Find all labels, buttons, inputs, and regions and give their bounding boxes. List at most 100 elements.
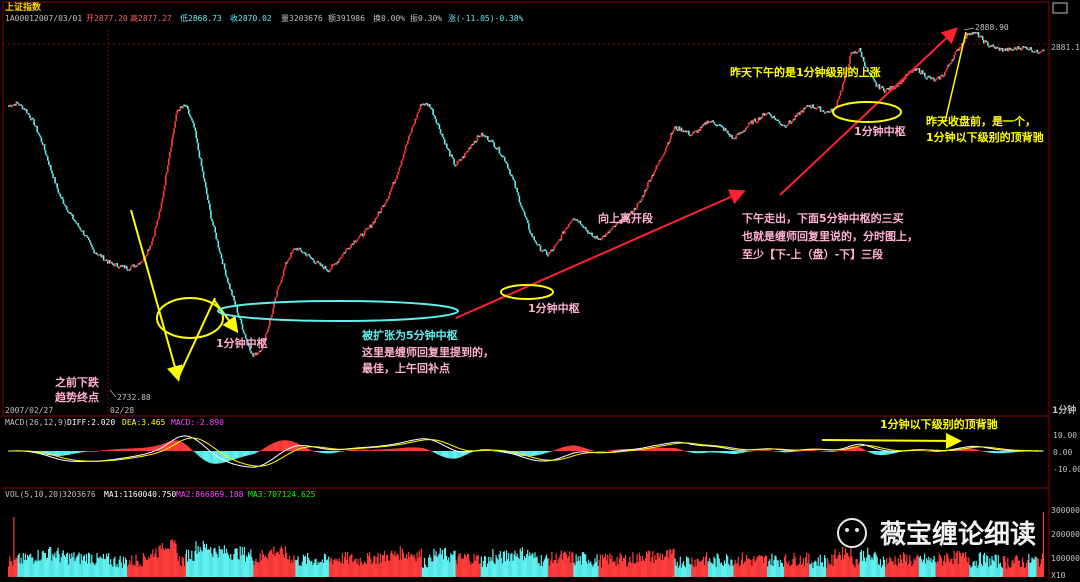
volume-bar-597 — [636, 554, 638, 577]
volume-bar-516 — [551, 552, 553, 577]
volume-bar-181 — [198, 551, 200, 577]
macd-bar-280 — [302, 446, 304, 451]
volume-bar-840 — [892, 561, 894, 577]
price-bar-452 — [483, 134, 486, 137]
top-divergence-line — [944, 31, 967, 123]
period-label[interactable]: 1分钟 — [1052, 404, 1076, 416]
macd-bar-56 — [67, 451, 69, 455]
price-bar-13 — [21, 105, 24, 110]
price-bar-722 — [768, 112, 770, 114]
price-bar-421 — [451, 154, 453, 158]
date-left: 2007/02/27 — [5, 406, 53, 415]
volume-bar-93 — [105, 553, 108, 577]
volume-bar-125 — [139, 564, 141, 577]
macd-bar-132 — [147, 447, 149, 451]
price-bar-131 — [145, 254, 148, 257]
macd-bar-330 — [355, 449, 357, 451]
price-bar-834 — [886, 88, 888, 90]
macd-bar-397 — [426, 449, 428, 451]
macd-bar-252 — [273, 442, 275, 451]
macd-bar-657 — [699, 451, 701, 454]
settings-icon[interactable] — [1052, 2, 1068, 14]
price-bar-670 — [713, 122, 715, 124]
macd-bar-414 — [443, 451, 446, 458]
macd-bar-63 — [74, 451, 76, 454]
price-bar-691 — [735, 134, 738, 140]
volume-bar-709 — [754, 561, 756, 577]
price-bar-613 — [653, 172, 655, 176]
macd-bar-835 — [887, 451, 889, 455]
price-bar-190 — [208, 200, 210, 204]
volume-bar-938 — [995, 554, 997, 577]
volume-bar-151 — [167, 548, 169, 577]
price-bar-32 — [41, 141, 44, 145]
price-bar-367 — [394, 179, 396, 184]
volume-bar-96 — [109, 564, 111, 577]
price-bar-770 — [818, 106, 821, 108]
price-bar-432 — [462, 156, 465, 159]
macd-bar-887 — [941, 451, 944, 452]
price-bar-525 — [560, 234, 563, 240]
volume-bar-466 — [498, 554, 500, 577]
price-bar-277 — [299, 247, 302, 250]
volume-bar-778 — [827, 558, 829, 577]
macd-bar-867 — [920, 450, 922, 451]
macd-bar-203 — [221, 451, 223, 463]
volume-bar-248 — [269, 550, 271, 577]
price-bar-576 — [614, 225, 616, 227]
macd-bar-937 — [994, 451, 996, 454]
macd-bar-684 — [728, 451, 730, 454]
macd-bar-725 — [771, 450, 773, 452]
price-bar-808 — [858, 47, 861, 51]
macd-bar-826 — [877, 451, 879, 455]
macd-bar-662 — [705, 451, 707, 453]
macd-bar-135 — [150, 446, 152, 451]
volume-bar-421 — [451, 554, 453, 577]
volume-bar-682 — [726, 554, 728, 577]
right-last-price: 2881.1 — [1051, 43, 1080, 52]
price-bar-543 — [579, 220, 582, 224]
volume-bar-268 — [290, 563, 292, 577]
macd-bar-766 — [814, 450, 816, 451]
macd-bar-658 — [700, 451, 702, 454]
macd-bar-94 — [107, 449, 109, 451]
macd-bar-769 — [817, 450, 819, 452]
price-bar-597 — [636, 203, 639, 209]
macd-bar-71 — [82, 451, 84, 453]
volume-bar-706 — [751, 565, 753, 577]
macd-bar-806 — [856, 446, 858, 451]
price-bar-585 — [623, 215, 626, 218]
macd-divergence-arrow — [821, 432, 962, 449]
price-bar-301 — [324, 265, 327, 270]
price-bar-128 — [142, 257, 145, 261]
price-bar-90 — [102, 255, 105, 261]
volume-bar-832 — [884, 559, 886, 577]
macd-bar-83 — [95, 451, 97, 452]
macd-bar-755 — [802, 450, 805, 451]
volume-bar-267 — [289, 555, 291, 577]
volume-bar-293 — [316, 564, 318, 577]
macd-bar-878 — [932, 451, 934, 452]
price-bar-780 — [829, 110, 831, 113]
price-bar-824 — [875, 82, 878, 87]
volume-bar-103 — [116, 564, 118, 577]
macd-bar-696 — [740, 451, 742, 453]
macd-bar-220 — [239, 451, 241, 458]
macd-bar-765 — [813, 450, 815, 451]
volume-bar-621 — [661, 553, 663, 577]
volume-bar-59 — [70, 558, 72, 577]
price-bar-291 — [314, 262, 316, 264]
macd-bar-930 — [987, 451, 989, 453]
macd-bar-395 — [423, 448, 426, 451]
price-bar-409 — [438, 124, 441, 130]
price-bar-545 — [581, 225, 584, 227]
price-bar-237 — [257, 352, 260, 354]
macd-bar-705 — [750, 451, 752, 452]
volume-bar-815 — [866, 557, 868, 577]
price-bar-500 — [534, 240, 536, 242]
price-bar-161 — [177, 109, 180, 112]
volume-bar-955 — [1013, 563, 1015, 577]
macd-bar-622 — [662, 447, 665, 451]
macd-bar-717 — [762, 450, 765, 451]
